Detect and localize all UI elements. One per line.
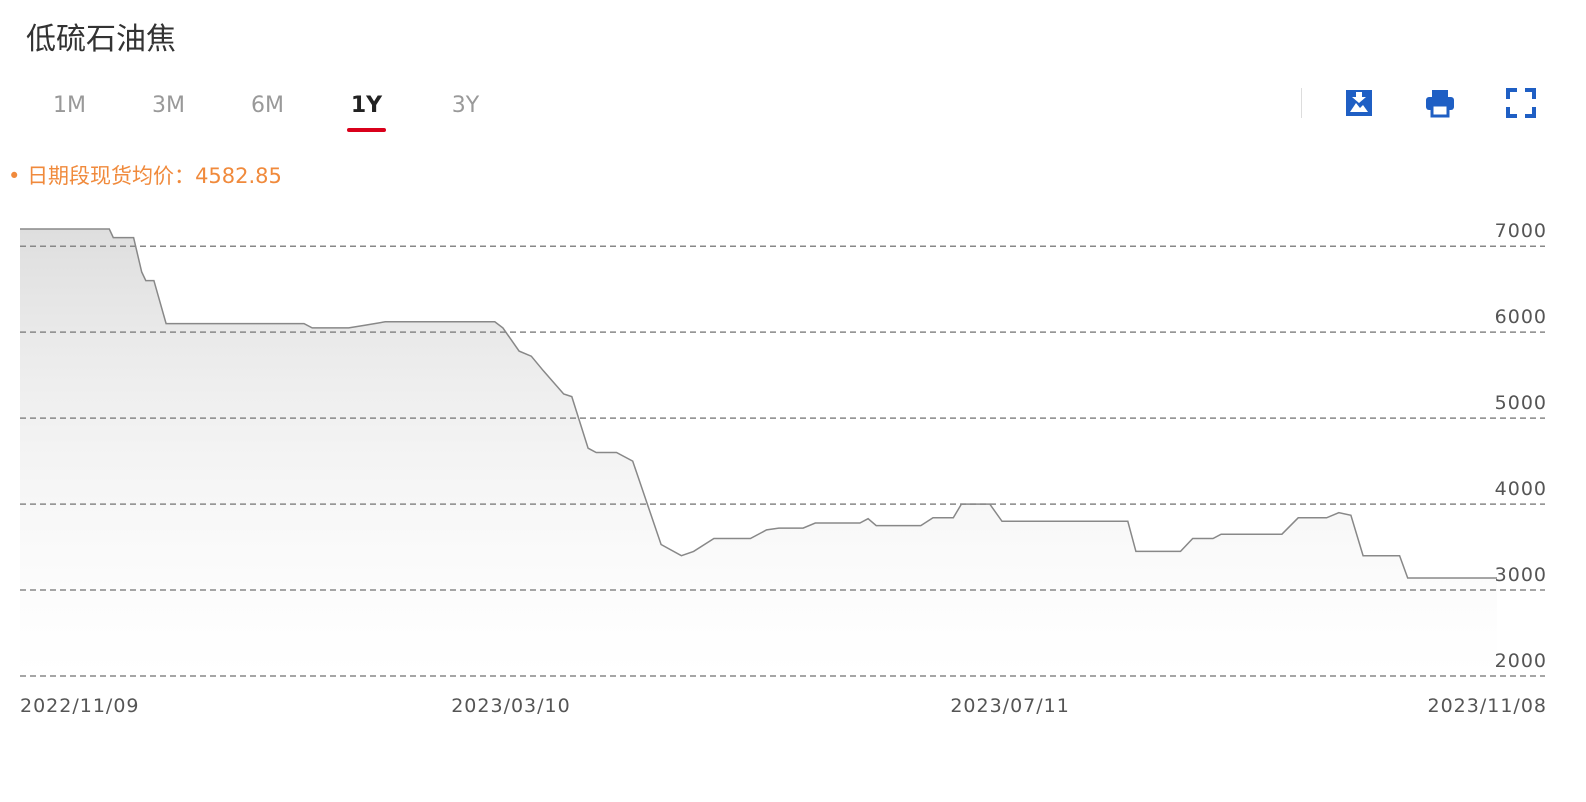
separator <box>1301 88 1302 118</box>
x-tick-label: 2023/11/08 <box>1427 695 1547 717</box>
range-tab[interactable]: 6M <box>251 93 284 118</box>
area <box>20 229 1497 676</box>
fullscreen-icon[interactable] <box>1506 88 1536 118</box>
price-line <box>20 228 1497 579</box>
average-value: 4582.85 <box>195 164 282 188</box>
range-tab[interactable]: 3M <box>152 93 185 118</box>
range-tab[interactable]: 3Y <box>451 93 480 118</box>
x-tick-label: 2022/11/09 <box>20 695 140 717</box>
x-tick-label: 2023/07/11 <box>950 695 1070 717</box>
page-title: 低硫石油焦 <box>26 22 176 57</box>
y-tick-label: 2000 <box>1495 650 1547 672</box>
y-tick-label: 5000 <box>1495 392 1547 414</box>
average-label: 日期段现货均价： <box>27 164 196 188</box>
x-tick-label: 2023/03/10 <box>451 695 571 717</box>
average-price: • 日期段现货均价：4582.85 <box>8 164 282 188</box>
toolbar <box>1301 88 1536 118</box>
y-tick-label: 3000 <box>1495 564 1547 586</box>
y-tick-label: 7000 <box>1495 220 1547 242</box>
range-tab[interactable]: 1M <box>53 93 86 118</box>
y-tick-label: 4000 <box>1495 478 1547 500</box>
range-tab[interactable]: 1Y <box>317 88 416 132</box>
range-tabs: 1M 3M 6M 1Y 3Y <box>20 88 515 132</box>
print-icon[interactable] <box>1424 88 1456 118</box>
y-tick-label: 6000 <box>1495 306 1547 328</box>
save-image-icon[interactable] <box>1344 88 1374 118</box>
